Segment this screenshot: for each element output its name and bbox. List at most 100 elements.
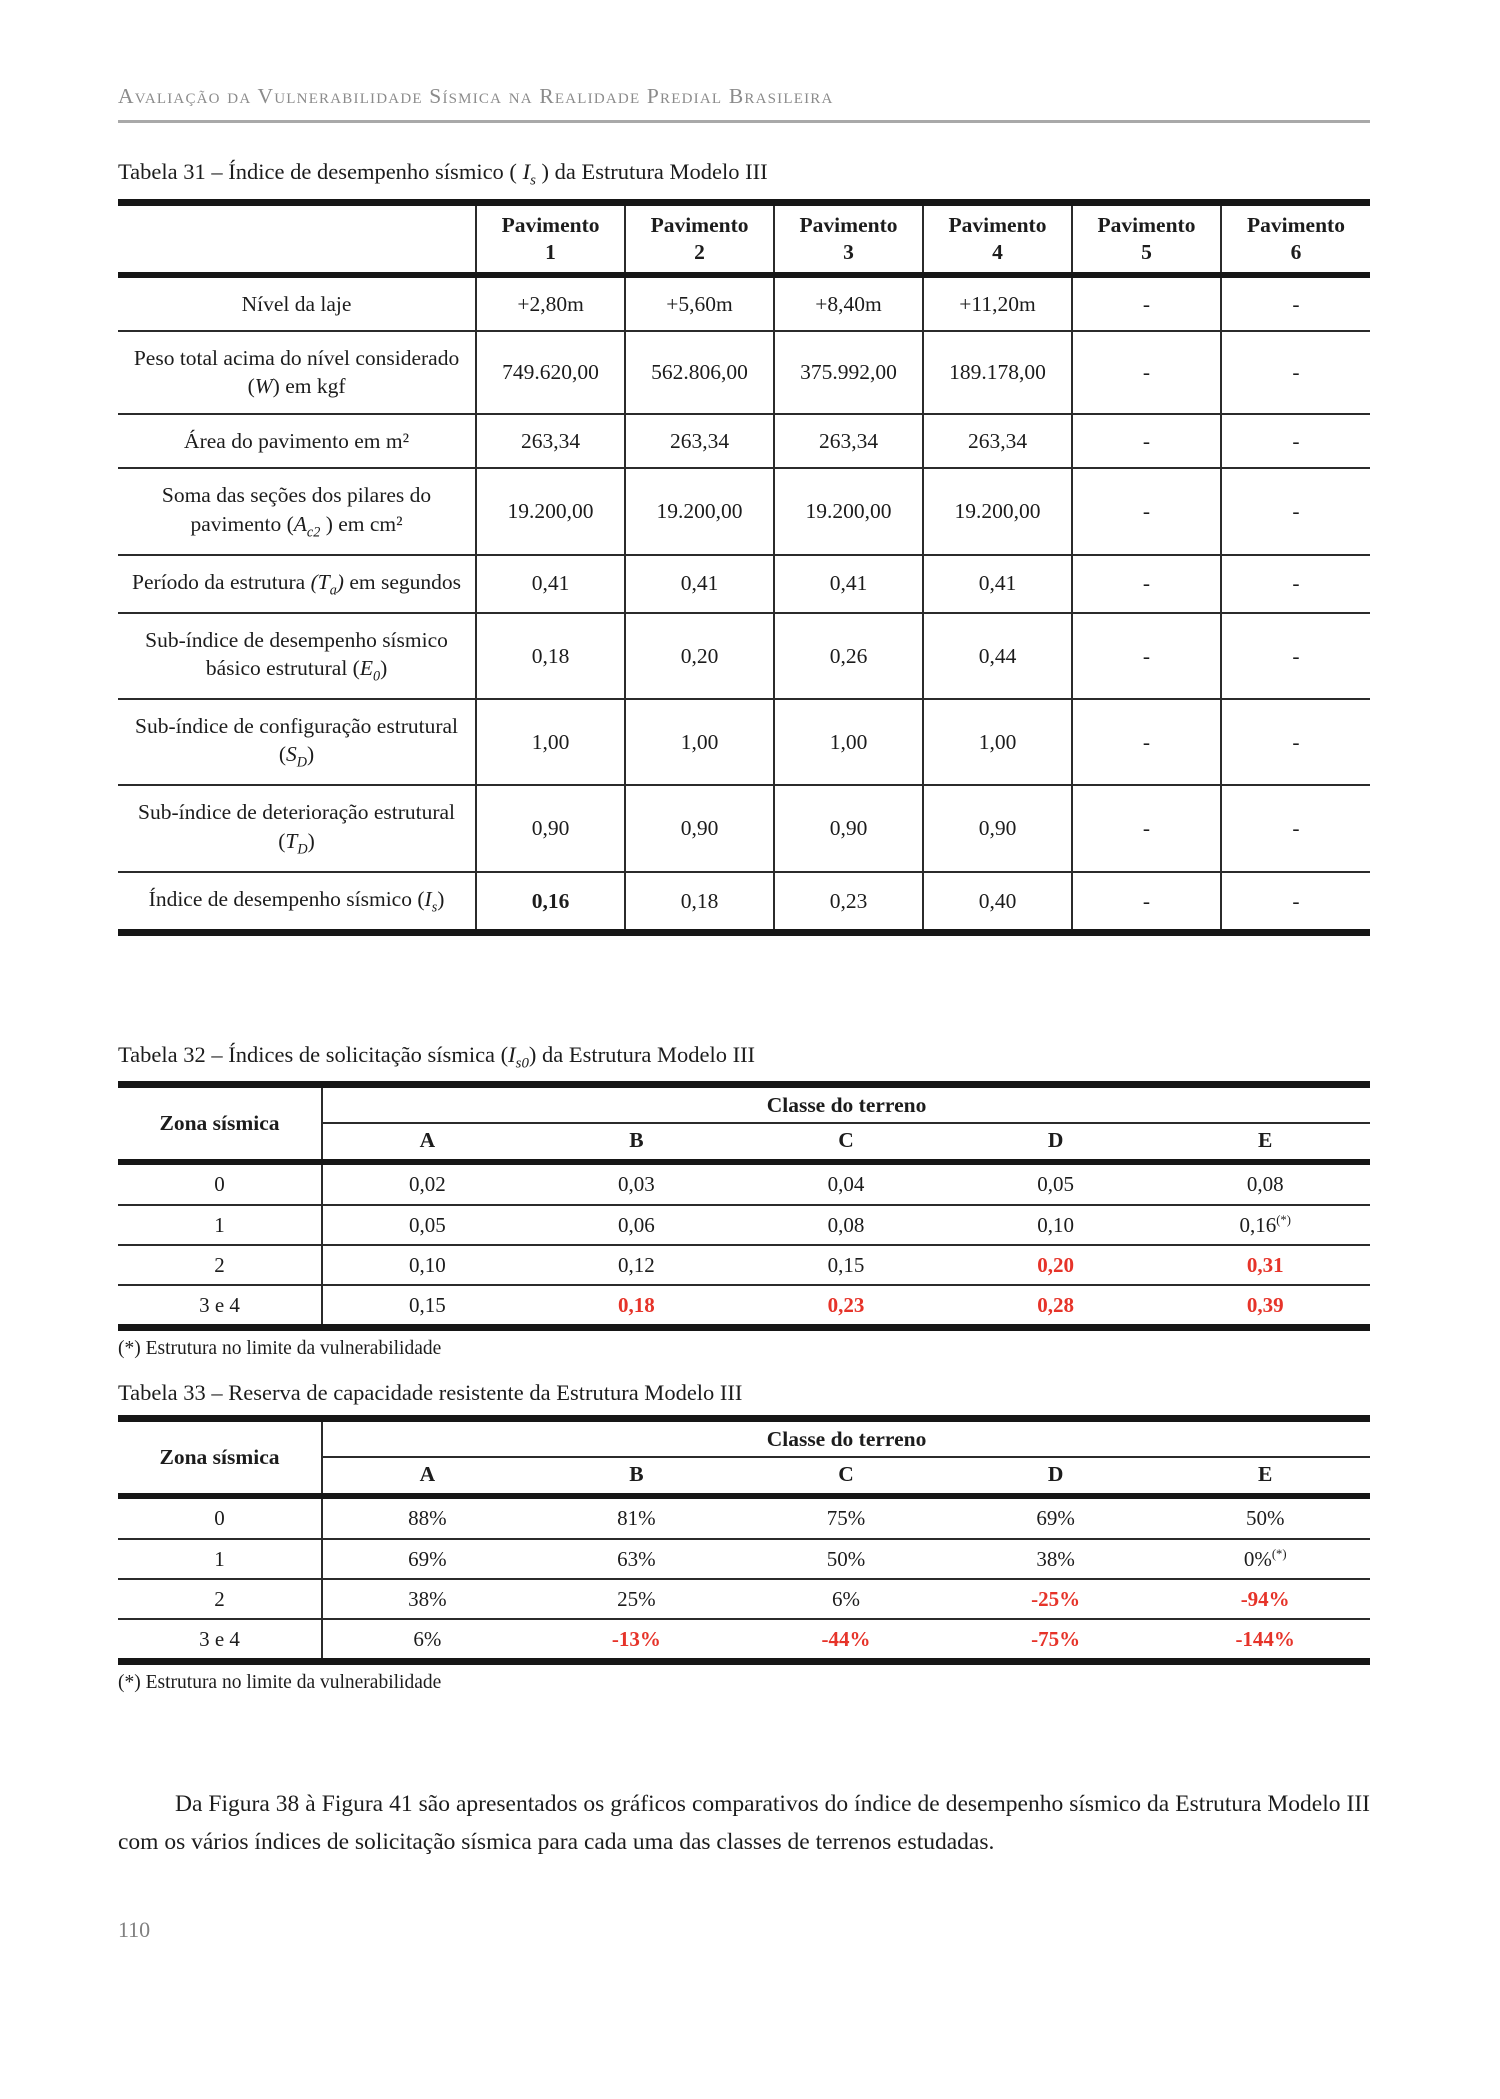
t32-cell: 0,08 bbox=[1246, 1172, 1284, 1197]
t33-class-label-e: E bbox=[1160, 1457, 1370, 1500]
table-33-footnote: (*) Estrutura no limite da vulnerabilida… bbox=[118, 1672, 442, 1694]
table-row: Índice de desempenho sísmico (Is) 0,16 0… bbox=[118, 870, 1370, 933]
t33-class-label-a: A bbox=[322, 1457, 532, 1500]
t31-col-header-2: Pavimento 2 bbox=[624, 202, 775, 278]
t32-header-row-2: A B C D E bbox=[118, 1123, 1370, 1166]
t31-col-header-num: 5 bbox=[1141, 239, 1152, 264]
table-33: Zona sísmica Classe do terreno A B C D E… bbox=[118, 1415, 1370, 1666]
t33-cell: 6% bbox=[741, 1577, 951, 1619]
t31-cell: 19.200,00 bbox=[922, 467, 1072, 555]
t33-class-label-b: B bbox=[531, 1457, 742, 1500]
t32-class-label-c: C bbox=[741, 1123, 951, 1166]
t31-cell: 0,41 bbox=[773, 553, 924, 613]
t31-col-header-num: 4 bbox=[992, 239, 1003, 264]
table-row: Sub-índice de deterioração estrutural (T… bbox=[118, 784, 1370, 872]
t32-header-row-1: Zona sísmica Classe do terreno bbox=[118, 1084, 1370, 1166]
t31-row-label: Período da estrutura (Ta) em segundos bbox=[118, 553, 477, 613]
table-row: Nível da laje +2,80m +5,60m +8,40m +11,2… bbox=[118, 274, 1370, 332]
t31-cell: 0,44 bbox=[922, 611, 1072, 699]
t33-cell: 50% bbox=[1245, 1506, 1285, 1531]
t31-row-label: Nível da laje bbox=[241, 291, 352, 316]
t32-cell: 0,05 bbox=[1037, 1172, 1074, 1197]
t31-cell: - bbox=[1219, 274, 1370, 332]
t33-cell-highlighted: -44% bbox=[741, 1618, 951, 1662]
t31-cell: 0,40 bbox=[922, 870, 1072, 933]
t31-cell: 1,00 bbox=[773, 697, 924, 786]
table-31-caption: Tabela 31 – Índice de desempenho sísmico… bbox=[118, 159, 768, 189]
table-row: 0 88% 81% 75% 69% 50% bbox=[118, 1496, 1370, 1539]
t31-cell: 0,90 bbox=[475, 784, 626, 872]
t31-cell: 189.178,00 bbox=[922, 330, 1072, 414]
t31-row-label: Sub-índice de desempenho sísmico básico … bbox=[118, 611, 477, 699]
t31-cell: - bbox=[1071, 784, 1221, 872]
t31-cell: - bbox=[1219, 412, 1370, 469]
t32-cell: 0,08 bbox=[741, 1203, 951, 1245]
t31-col-header-5: Pavimento 5 bbox=[1071, 202, 1221, 278]
t31-cell: - bbox=[1071, 274, 1221, 332]
t31-row-label: Soma das seções dos pilares do pavimento… bbox=[118, 467, 477, 555]
t32-zona-value: 1 bbox=[118, 1203, 324, 1245]
t33-cell: 88% bbox=[408, 1506, 447, 1531]
table-32: Zona sísmica Classe do terreno A B C D E… bbox=[118, 1081, 1370, 1332]
t33-cell-highlighted: -25% bbox=[950, 1577, 1161, 1619]
t31-cell: 263,34 bbox=[624, 412, 775, 469]
table-row: 0 0,02 0,03 0,04 0,05 0,08 bbox=[118, 1162, 1370, 1205]
t31-cell: 0,41 bbox=[475, 553, 626, 613]
t31-col-header-6: Pavimento 6 bbox=[1219, 202, 1370, 278]
t31-row-label: Peso total acima do nível considerado (W… bbox=[118, 330, 477, 414]
t33-classe-header: Classe do terreno bbox=[322, 1418, 1370, 1459]
t32-cell: 0,02 bbox=[408, 1172, 446, 1197]
t31-cell: - bbox=[1219, 330, 1370, 414]
t33-zona-header: Zona sísmica bbox=[118, 1418, 324, 1500]
t32-cell-highlighted: 0,28 bbox=[950, 1284, 1161, 1328]
t33-cell: 81% bbox=[617, 1506, 656, 1531]
t31-cell: 19.200,00 bbox=[624, 467, 775, 555]
t33-cell: 25% bbox=[531, 1577, 742, 1619]
t33-cell-highlighted: -13% bbox=[531, 1618, 742, 1662]
t31-cell: +8,40m bbox=[773, 274, 924, 332]
t32-cell: 0,06 bbox=[531, 1203, 742, 1245]
t32-zona-header: Zona sísmica bbox=[118, 1084, 324, 1166]
t32-class-label-d: D bbox=[950, 1123, 1161, 1166]
t31-col-header-word: Pavimento bbox=[799, 212, 898, 237]
t31-cell: 263,34 bbox=[475, 412, 626, 469]
t31-cell: 0,90 bbox=[624, 784, 775, 872]
t31-col-header-num: 2 bbox=[694, 239, 705, 264]
t31-col-header-word: Pavimento bbox=[948, 212, 1047, 237]
t31-cell: 562.806,00 bbox=[624, 330, 775, 414]
table-row: Sub-índice de desempenho sísmico básico … bbox=[118, 611, 1370, 699]
t33-cell: 38% bbox=[322, 1577, 532, 1619]
t31-cell: - bbox=[1219, 784, 1370, 872]
t31-col-header-num: 3 bbox=[843, 239, 854, 264]
t32-class-label-b: B bbox=[531, 1123, 742, 1166]
t33-cell: 50% bbox=[741, 1537, 951, 1579]
t32-cell: 0,03 bbox=[618, 1172, 655, 1197]
body-paragraph: Da Figura 38 à Figura 41 são apresentado… bbox=[118, 1791, 1370, 1855]
t32-cell-highlighted: 0,39 bbox=[1160, 1284, 1370, 1328]
t32-cell: 0,10 bbox=[322, 1243, 532, 1285]
t31-cell: 1,00 bbox=[922, 697, 1072, 786]
t31-cell: 0,26 bbox=[773, 611, 924, 699]
t32-zona-value: 3 e 4 bbox=[118, 1284, 324, 1328]
table-row: Soma das seções dos pilares do pavimento… bbox=[118, 467, 1370, 555]
t33-cell: 69% bbox=[322, 1537, 532, 1579]
t32-zona-value: 2 bbox=[118, 1243, 324, 1285]
t31-cell: - bbox=[1219, 697, 1370, 786]
t31-cell: - bbox=[1071, 330, 1221, 414]
t32-cell: 0,05 bbox=[322, 1203, 532, 1245]
t31-col-header-3: Pavimento 3 bbox=[773, 202, 924, 278]
t32-cell-highlighted: 0,18 bbox=[531, 1284, 742, 1328]
t31-row-label: Sub-índice de configuração estrutural (S… bbox=[118, 697, 477, 786]
t32-cell: 0,15 bbox=[322, 1284, 532, 1328]
t31-cell: 0,41 bbox=[922, 553, 1072, 613]
page: Avaliação da Vulnerabilidade Sísmica na … bbox=[118, 84, 1370, 1943]
t32-cell: 0,12 bbox=[531, 1243, 742, 1285]
t32-cell-highlighted: 0,23 bbox=[741, 1284, 951, 1328]
t33-class-label-d: D bbox=[950, 1457, 1161, 1500]
t32-cell-highlighted: 0,31 bbox=[1160, 1243, 1370, 1285]
table-row: Período da estrutura (Ta) em segundos 0,… bbox=[118, 553, 1370, 613]
page-number: 110 bbox=[118, 1917, 151, 1943]
t31-cell: 1,00 bbox=[624, 697, 775, 786]
t33-cell: 75% bbox=[826, 1506, 866, 1531]
table-32-footnote: (*) Estrutura no limite da vulnerabilida… bbox=[118, 1338, 442, 1360]
